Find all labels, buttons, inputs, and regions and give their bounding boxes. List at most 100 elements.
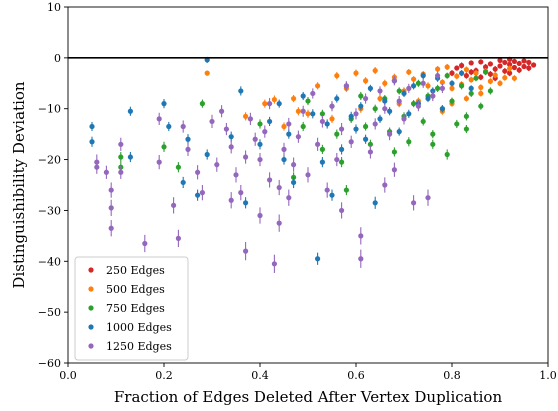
data-point [478, 74, 484, 80]
data-point [468, 60, 474, 66]
data-point [478, 90, 484, 97]
data-point [195, 192, 201, 198]
data-point [228, 144, 234, 150]
data-point [156, 159, 162, 165]
series-4 [94, 71, 445, 273]
data-point [358, 256, 364, 262]
legend: 250 Edges 500 Edges 750 Edges 1000 Edges 125… [74, 256, 189, 361]
data-point [247, 116, 253, 122]
data-point [353, 111, 359, 117]
data-point [420, 118, 426, 125]
data-point [507, 65, 513, 72]
y-tick-label: −10 [38, 103, 61, 116]
data-point [329, 116, 335, 122]
data-point [228, 197, 234, 203]
x-tick-label: 0.8 [443, 369, 461, 382]
data-point [435, 85, 441, 91]
data-point [483, 64, 489, 70]
legend-marker [88, 267, 94, 273]
data-point [459, 62, 465, 69]
data-point [252, 136, 258, 142]
data-point [118, 154, 124, 160]
data-point [89, 123, 95, 130]
data-point [502, 68, 508, 74]
data-point [406, 69, 412, 75]
data-point [339, 159, 345, 165]
data-point [463, 73, 469, 79]
data-point [118, 141, 124, 147]
data-point [339, 126, 345, 132]
data-point [487, 88, 493, 94]
data-point [358, 233, 364, 239]
data-point [300, 93, 306, 99]
legend-marker [88, 286, 94, 292]
data-point [377, 88, 383, 94]
data-point [459, 70, 465, 76]
x-tick-label: 0.6 [347, 369, 365, 382]
data-point [411, 76, 417, 82]
data-point [175, 235, 181, 241]
data-point [502, 75, 508, 81]
data-point [305, 172, 311, 178]
x-tick-label: 1.0 [539, 369, 557, 382]
data-point [199, 190, 205, 196]
legend-label: 500 Edges [106, 283, 165, 296]
data-point [435, 73, 441, 79]
data-point [507, 70, 513, 76]
data-point [118, 169, 124, 175]
data-point [358, 93, 364, 99]
data-point [372, 200, 378, 206]
data-point [219, 108, 225, 114]
legend-marker [88, 324, 94, 330]
data-point [358, 103, 364, 109]
data-point [305, 111, 311, 117]
data-point [391, 167, 397, 173]
data-point [199, 101, 205, 107]
data-point [89, 139, 95, 145]
data-point [377, 116, 383, 122]
data-point [310, 90, 316, 97]
y-tick-label: −30 [38, 204, 61, 217]
data-point [516, 67, 522, 73]
data-point [267, 101, 273, 107]
data-point [295, 108, 301, 114]
data-point [343, 187, 349, 193]
data-point [511, 64, 517, 71]
data-point [449, 70, 455, 76]
data-point [267, 177, 273, 183]
data-point [454, 73, 460, 79]
y-tick-label: −20 [38, 154, 61, 167]
data-point [127, 154, 133, 160]
data-point [156, 116, 162, 122]
data-point [291, 179, 297, 186]
data-point [444, 73, 450, 79]
data-point [339, 146, 345, 152]
data-point [449, 85, 455, 91]
y-tick-label: −40 [38, 255, 61, 268]
data-point [468, 69, 474, 75]
data-point [334, 73, 340, 79]
data-point [411, 101, 417, 107]
data-point [315, 256, 321, 262]
data-point [439, 85, 445, 91]
data-point [511, 58, 517, 65]
data-point [468, 77, 474, 83]
data-point [291, 95, 297, 102]
data-point [305, 98, 311, 104]
data-point [382, 106, 388, 112]
data-point [161, 144, 167, 150]
data-point [286, 121, 292, 127]
data-point [204, 151, 210, 158]
series-3 [89, 56, 474, 265]
data-point [286, 195, 292, 201]
data-point [108, 225, 114, 231]
data-point [420, 73, 426, 79]
data-point [243, 113, 249, 119]
data-point [463, 95, 469, 102]
data-point [468, 90, 474, 97]
data-point [497, 63, 503, 69]
legend-label: 250 Edges [106, 264, 165, 277]
data-point [276, 220, 282, 226]
data-point [377, 95, 383, 102]
data-point [319, 111, 325, 117]
